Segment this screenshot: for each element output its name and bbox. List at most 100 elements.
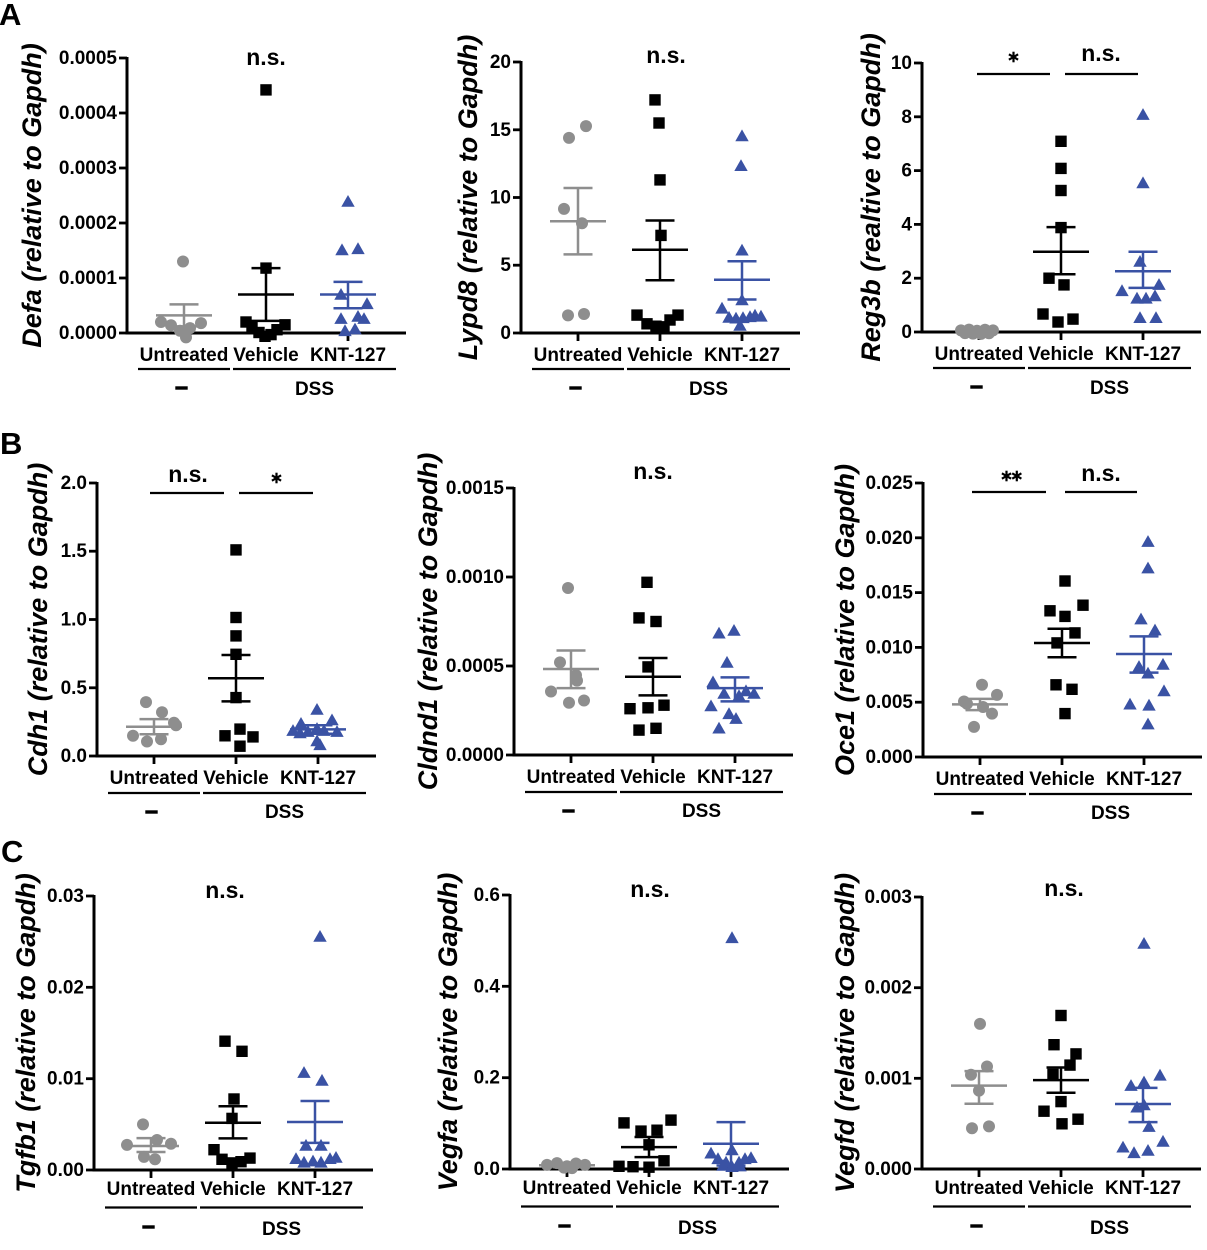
svg-text:DSS: DSS — [295, 379, 334, 400]
svg-text:Untreated: Untreated — [110, 768, 199, 789]
svg-text:0.0005: 0.0005 — [446, 656, 505, 677]
svg-text:Untreated: Untreated — [936, 769, 1025, 790]
svg-text:Vehicle: Vehicle — [1028, 344, 1094, 365]
svg-text:DSS: DSS — [678, 1218, 717, 1239]
svg-text:5: 5 — [500, 255, 511, 276]
svg-text:2: 2 — [901, 268, 912, 289]
svg-text:0.010: 0.010 — [865, 637, 913, 658]
svg-text:Vegfd (relative to Gapdh): Vegfd (relative to Gapdh) — [830, 873, 860, 1193]
svg-text:0.0005: 0.0005 — [59, 48, 118, 69]
svg-text:Untreated: Untreated — [107, 1179, 196, 1200]
svg-text:KNT-127: KNT-127 — [1105, 344, 1181, 365]
svg-text:Cldnd1 (relative to Gapdh): Cldnd1 (relative to Gapdh) — [413, 453, 443, 791]
svg-text:n.s.: n.s. — [1081, 460, 1121, 486]
svg-text:Vehicle: Vehicle — [616, 1178, 682, 1199]
svg-text:DSS: DSS — [1091, 803, 1130, 824]
svg-text:8: 8 — [901, 107, 912, 128]
svg-text:DSS: DSS — [1090, 1218, 1129, 1239]
svg-text:1.0: 1.0 — [61, 610, 87, 631]
svg-text:Vehicle: Vehicle — [620, 767, 686, 788]
svg-text:KNT-127: KNT-127 — [1106, 769, 1182, 790]
svg-text:Reg3b (realtive to Gapdh): Reg3b (realtive to Gapdh) — [856, 33, 886, 362]
svg-text:Untreated: Untreated — [935, 1178, 1024, 1199]
svg-text:n.s.: n.s. — [205, 877, 245, 903]
svg-text:0.015: 0.015 — [865, 583, 913, 604]
svg-text:0.01: 0.01 — [47, 1069, 84, 1090]
svg-text:10: 10 — [490, 188, 511, 209]
svg-text:20: 20 — [490, 52, 511, 73]
svg-text:Vegfa (relative to Gapdh): Vegfa (relative to Gapdh) — [433, 873, 463, 1192]
svg-text:0.0002: 0.0002 — [59, 213, 117, 234]
svg-text:KNT-127: KNT-127 — [280, 768, 356, 789]
svg-text:0.005: 0.005 — [865, 692, 913, 713]
svg-text:4: 4 — [901, 214, 912, 235]
svg-text:1.5: 1.5 — [61, 541, 88, 562]
svg-text:n.s.: n.s. — [246, 44, 286, 70]
svg-text:0.0: 0.0 — [474, 1159, 500, 1180]
svg-text:KNT-127: KNT-127 — [693, 1178, 769, 1199]
svg-text:C: C — [1, 834, 23, 869]
svg-text:Vehicle: Vehicle — [1029, 769, 1095, 790]
svg-text:A: A — [0, 0, 21, 32]
svg-text:Defa (relative to Gapdh): Defa (relative to Gapdh) — [17, 43, 47, 348]
svg-text:0.025: 0.025 — [865, 473, 913, 494]
svg-text:DSS: DSS — [682, 801, 721, 822]
svg-text:B: B — [0, 426, 22, 461]
svg-text:0: 0 — [500, 323, 511, 344]
svg-text:Vehicle: Vehicle — [627, 345, 693, 366]
svg-text:0.002: 0.002 — [864, 978, 912, 999]
svg-text:0.0000: 0.0000 — [446, 745, 504, 766]
svg-text:Lypd8 (relative to Gapdh): Lypd8 (relative to Gapdh) — [453, 35, 483, 361]
svg-text:0.03: 0.03 — [47, 886, 84, 907]
svg-text:KNT-127: KNT-127 — [697, 767, 773, 788]
svg-text:0.5: 0.5 — [61, 678, 88, 699]
svg-text:0.4: 0.4 — [474, 976, 501, 997]
svg-text:Vehicle: Vehicle — [233, 345, 299, 366]
svg-text:DSS: DSS — [262, 1219, 301, 1240]
svg-text:0.2: 0.2 — [474, 1068, 500, 1089]
svg-text:n.s.: n.s. — [633, 458, 673, 484]
svg-text:n.s.: n.s. — [630, 876, 670, 902]
svg-text:0: 0 — [901, 322, 912, 343]
svg-text:Vehicle: Vehicle — [203, 768, 269, 789]
svg-text:0.0000: 0.0000 — [59, 323, 117, 344]
svg-text:2.0: 2.0 — [61, 473, 87, 494]
svg-text:Tgfb1 (relative to Gapdh): Tgfb1 (relative to Gapdh) — [11, 873, 41, 1193]
svg-text:n.s.: n.s. — [1081, 40, 1121, 66]
svg-text:0.0004: 0.0004 — [59, 103, 118, 124]
svg-text:0.020: 0.020 — [865, 528, 913, 549]
svg-text:Untreated: Untreated — [935, 344, 1024, 365]
svg-text:0.001: 0.001 — [864, 1068, 912, 1089]
svg-text:0.02: 0.02 — [47, 977, 84, 998]
svg-text:n.s.: n.s. — [168, 461, 208, 487]
svg-text:0.0010: 0.0010 — [446, 567, 504, 588]
svg-text:0.000: 0.000 — [865, 747, 913, 768]
svg-text:KNT-127: KNT-127 — [277, 1179, 353, 1200]
svg-text:0.000: 0.000 — [864, 1159, 912, 1180]
svg-text:Oce1 (relative to Gapdh): Oce1 (relative to Gapdh) — [830, 464, 860, 776]
svg-text:Vehicle: Vehicle — [200, 1179, 266, 1200]
svg-text:n.s.: n.s. — [1044, 875, 1084, 901]
svg-text:15: 15 — [490, 120, 512, 141]
svg-text:0.6: 0.6 — [474, 885, 500, 906]
svg-text:Untreated: Untreated — [534, 345, 623, 366]
svg-text:Untreated: Untreated — [140, 345, 229, 366]
svg-text:Cdh1 (relative to Gapdh): Cdh1 (relative to Gapdh) — [23, 463, 53, 777]
svg-text:Untreated: Untreated — [527, 767, 616, 788]
svg-text:Vehicle: Vehicle — [1028, 1178, 1094, 1199]
svg-text:Untreated: Untreated — [523, 1178, 612, 1199]
svg-text:10: 10 — [891, 53, 912, 74]
svg-text:KNT-127: KNT-127 — [704, 345, 780, 366]
svg-text:DSS: DSS — [689, 379, 728, 400]
svg-text:KNT-127: KNT-127 — [310, 345, 386, 366]
svg-text:KNT-127: KNT-127 — [1105, 1178, 1181, 1199]
svg-text:DSS: DSS — [265, 802, 304, 823]
svg-text:0.0003: 0.0003 — [59, 158, 117, 179]
svg-text:0.0015: 0.0015 — [446, 478, 505, 499]
svg-text:0.00: 0.00 — [47, 1160, 84, 1181]
svg-text:6: 6 — [901, 161, 912, 182]
svg-text:0.0: 0.0 — [61, 746, 87, 767]
svg-text:DSS: DSS — [1090, 378, 1129, 399]
svg-text:0.003: 0.003 — [864, 887, 912, 908]
svg-text:n.s.: n.s. — [646, 42, 686, 68]
